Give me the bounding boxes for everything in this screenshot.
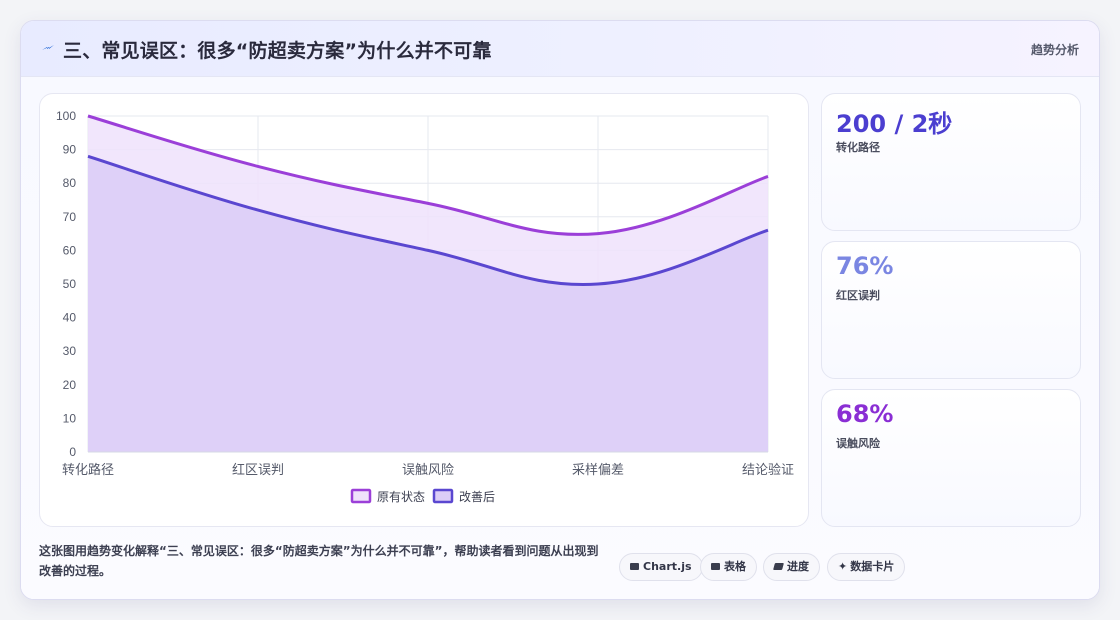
chip-table[interactable]: 表格 — [700, 553, 757, 581]
y-tick-label: 10 — [63, 411, 77, 425]
stat-card-conversion: 200 / 2秒 转化路径 — [821, 93, 1081, 231]
legend-label: 改善后 — [459, 489, 495, 504]
section-title: 三、常见误区：很多“防超卖方案”为什么并不可靠 — [63, 40, 492, 62]
chip-label: Chart.js — [643, 560, 692, 573]
stat-card-mistouch: 68% 误触风险 — [821, 389, 1081, 527]
chip-chartjs[interactable]: Chart.js — [619, 553, 703, 581]
x-tick-label: 转化路径 — [62, 462, 114, 478]
chart-icon — [630, 563, 639, 570]
legend-swatch — [350, 488, 372, 504]
chip-label: 进度 — [787, 560, 809, 573]
chip-label: 表格 — [724, 560, 746, 573]
trend-analysis-tag: 趋势分析 — [1030, 43, 1079, 57]
x-tick-label: 采样偏差 — [572, 463, 624, 478]
chart-panel: 0 10 20 30 40 50 60 70 80 90 100 转化路径 红区误判 误触风险 采样偏差 结论… — [39, 93, 809, 527]
section-body: 0 10 20 30 40 50 60 70 80 90 100 转化路径 红区误判 误触风险 采样偏差 结论… — [21, 77, 1099, 599]
chip-progress[interactable]: 进度 — [763, 553, 820, 581]
stat-label: 红区误判 — [836, 289, 880, 302]
y-tick-label: 60 — [63, 243, 77, 257]
sparkle-icon: ✦ — [838, 560, 848, 573]
chart-description: 这张图用趋势变化解释“三、常见误区：很多“防超卖方案”为什么并不可靠”，帮助读者… — [39, 544, 599, 578]
legend-swatch — [432, 488, 454, 504]
y-tick-label: 0 — [69, 445, 76, 459]
stat-label: 误触风险 — [836, 437, 880, 450]
stat-card-red-zone: 76% 红区误判 — [821, 241, 1081, 379]
chip-data-cards[interactable]: ✦ 数据卡片 — [827, 553, 906, 581]
x-tick-label: 结论验证 — [742, 462, 794, 478]
y-tick-label: 100 — [56, 109, 76, 123]
stat-label: 转化路径 — [836, 141, 880, 154]
series-area-2 — [88, 156, 768, 452]
y-tick-label: 50 — [63, 277, 77, 291]
chip-label: 数据卡片 — [850, 560, 895, 573]
stat-value: 68% — [836, 400, 894, 428]
content-card: 三、常见误区：很多“防超卖方案”为什么并不可靠 趋势分析 0 10 20 30 40 50… — [20, 20, 1100, 600]
x-tick-label: 误触风险 — [402, 463, 454, 478]
progress-icon — [773, 563, 784, 570]
y-tick-label: 30 — [63, 344, 77, 358]
y-tick-label: 40 — [63, 311, 77, 325]
y-tick-label: 90 — [63, 143, 77, 157]
table-icon — [711, 563, 720, 570]
lightning-icon — [42, 45, 54, 50]
y-tick-label: 20 — [63, 378, 77, 392]
y-tick-label: 70 — [63, 210, 77, 224]
area-chart: 0 10 20 30 40 50 60 70 80 90 100 转化路径 红区误判 误触风险 采样偏差 结论… — [56, 109, 794, 504]
stat-value: 76% — [836, 252, 894, 280]
stat-value: 200 / 2秒 — [836, 110, 953, 138]
y-tick-label: 80 — [63, 176, 77, 190]
legend-label: 原有状态 — [377, 490, 425, 504]
x-tick-label: 红区误判 — [232, 462, 284, 478]
section-header: 三、常见误区：很多“防超卖方案”为什么并不可靠 趋势分析 — [21, 21, 1099, 77]
